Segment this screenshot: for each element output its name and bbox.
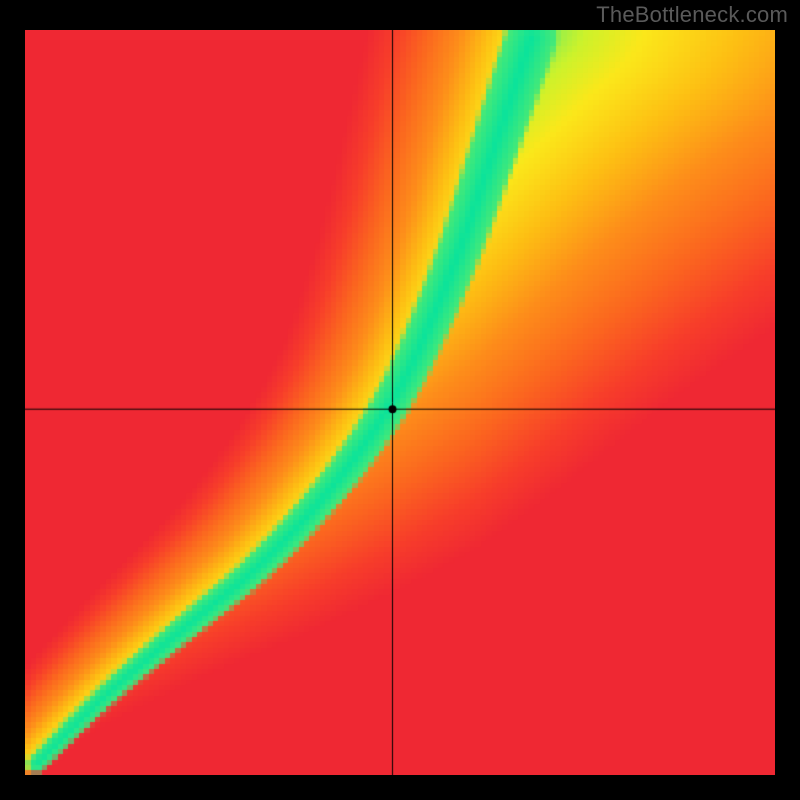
chart-container: TheBottleneck.com <box>0 0 800 800</box>
heatmap-canvas <box>25 30 775 775</box>
watermark-text: TheBottleneck.com <box>596 2 788 28</box>
